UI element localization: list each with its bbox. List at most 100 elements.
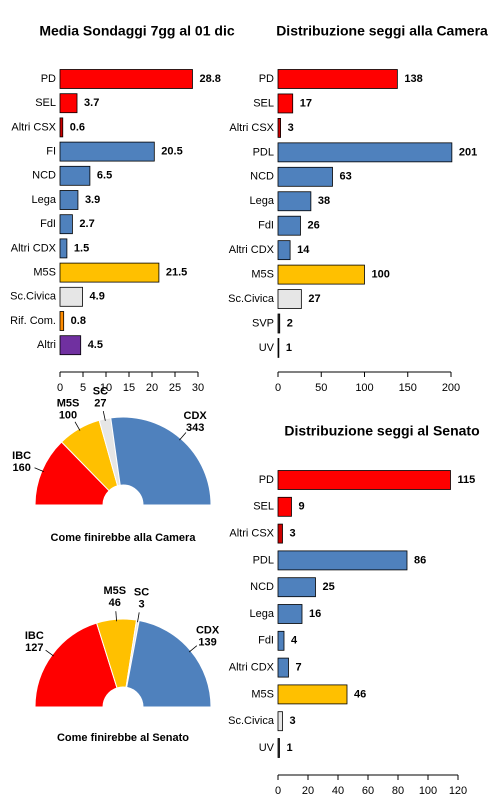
value-label: 1.5 bbox=[74, 242, 89, 254]
pie-slice bbox=[110, 416, 212, 506]
category-label: SEL bbox=[253, 97, 274, 109]
chart-title: Distribuzione seggi al Senato bbox=[284, 423, 479, 439]
category-label: Altri CSX bbox=[229, 122, 274, 134]
category-label: Sc.Civica bbox=[228, 293, 275, 305]
value-label: 3.7 bbox=[84, 97, 99, 109]
category-label: Altri CDX bbox=[11, 242, 57, 254]
value-label: 63 bbox=[339, 171, 351, 183]
category-label: M5S bbox=[33, 267, 56, 279]
value-label: 0.6 bbox=[70, 121, 85, 133]
x-tick-label: 20 bbox=[302, 785, 314, 797]
x-tick-label: 150 bbox=[399, 382, 417, 394]
bar bbox=[277, 166, 333, 187]
category-label: FdI bbox=[258, 635, 274, 647]
value-label: 28.8 bbox=[199, 73, 220, 85]
leader-line bbox=[115, 611, 117, 622]
leader-line bbox=[34, 467, 44, 472]
bar bbox=[277, 69, 398, 89]
slice-label: CDX bbox=[196, 625, 220, 637]
x-tick-label: 100 bbox=[419, 785, 437, 797]
bar bbox=[277, 142, 453, 163]
category-label: PD bbox=[41, 73, 56, 85]
bar bbox=[59, 165, 91, 186]
slice-label: M5S bbox=[57, 398, 80, 410]
value-label: 1 bbox=[286, 342, 292, 354]
slice-value: 100 bbox=[59, 410, 77, 422]
value-label: 14 bbox=[297, 244, 310, 256]
x-tick-label: 40 bbox=[332, 785, 344, 797]
category-label: PD bbox=[259, 474, 274, 486]
bar bbox=[277, 264, 365, 285]
bar bbox=[277, 630, 285, 651]
category-label: FI bbox=[46, 146, 56, 158]
value-label: 1 bbox=[287, 742, 293, 754]
leader-line bbox=[188, 645, 198, 653]
category-label: NCD bbox=[250, 581, 274, 593]
leader-line bbox=[102, 410, 106, 421]
bar bbox=[59, 311, 65, 331]
slice-value: 27 bbox=[94, 397, 106, 409]
x-tick-label: 0 bbox=[275, 785, 281, 797]
pie-slice bbox=[34, 622, 118, 708]
category-label: Lega bbox=[250, 195, 275, 207]
chart-title: Come finirebbe al Senato bbox=[57, 732, 189, 744]
category-label: NCD bbox=[32, 170, 56, 182]
value-label: 46 bbox=[354, 688, 366, 700]
category-label: SEL bbox=[35, 97, 56, 109]
category-label: UV bbox=[259, 342, 275, 354]
x-tick-label: 120 bbox=[449, 785, 467, 797]
bar bbox=[59, 238, 68, 259]
category-label: M5S bbox=[251, 688, 274, 700]
category-label: M5S bbox=[251, 269, 274, 281]
x-tick-label: 10 bbox=[100, 382, 112, 394]
value-label: 3.9 bbox=[85, 194, 100, 206]
slice-value: 127 bbox=[25, 642, 43, 654]
category-label: NCD bbox=[250, 171, 274, 183]
slice-label: IBC bbox=[12, 450, 31, 462]
bar bbox=[277, 604, 303, 624]
value-label: 100 bbox=[372, 269, 390, 281]
category-label: SEL bbox=[253, 501, 274, 513]
category-label: PDL bbox=[253, 146, 274, 158]
value-label: 201 bbox=[459, 146, 477, 158]
bar bbox=[277, 118, 281, 138]
category-label: Rif. Com. bbox=[10, 315, 56, 327]
value-label: 26 bbox=[307, 220, 319, 232]
value-label: 27 bbox=[308, 293, 320, 305]
category-label: Altri CSX bbox=[229, 528, 274, 540]
value-label: 138 bbox=[404, 73, 422, 85]
slice-value: 139 bbox=[198, 637, 216, 649]
bar bbox=[277, 577, 316, 598]
slice-value: 343 bbox=[186, 422, 204, 434]
bar bbox=[277, 93, 294, 114]
value-label: 2 bbox=[287, 317, 293, 329]
slice-label: SC bbox=[134, 586, 149, 598]
x-tick-label: 25 bbox=[169, 382, 181, 394]
bar bbox=[277, 550, 408, 571]
bar bbox=[277, 523, 283, 544]
category-label: Altri CSX bbox=[11, 121, 56, 133]
category-label: FdI bbox=[258, 220, 274, 232]
bar bbox=[59, 335, 82, 356]
category-label: Altri CDX bbox=[229, 662, 275, 674]
category-label: PDL bbox=[253, 554, 274, 566]
value-label: 17 bbox=[300, 97, 312, 109]
bar bbox=[277, 738, 280, 758]
value-label: 4.5 bbox=[88, 339, 103, 351]
value-label: 9 bbox=[299, 501, 305, 513]
bar bbox=[277, 338, 280, 358]
slice-label: M5S bbox=[103, 585, 126, 597]
x-tick-label: 30 bbox=[192, 382, 204, 394]
category-label: SVP bbox=[252, 317, 274, 329]
chart-title: Distribuzione seggi alla Camera bbox=[276, 23, 488, 39]
x-tick-label: 50 bbox=[315, 382, 327, 394]
bar bbox=[277, 711, 283, 732]
category-label: UV bbox=[259, 742, 275, 754]
value-label: 4.9 bbox=[90, 291, 105, 303]
value-label: 3 bbox=[290, 715, 296, 727]
leader-line bbox=[137, 612, 140, 623]
value-label: 6.5 bbox=[97, 170, 112, 182]
bar bbox=[277, 496, 292, 517]
bar bbox=[277, 470, 451, 490]
slice-value: 46 bbox=[109, 597, 121, 609]
